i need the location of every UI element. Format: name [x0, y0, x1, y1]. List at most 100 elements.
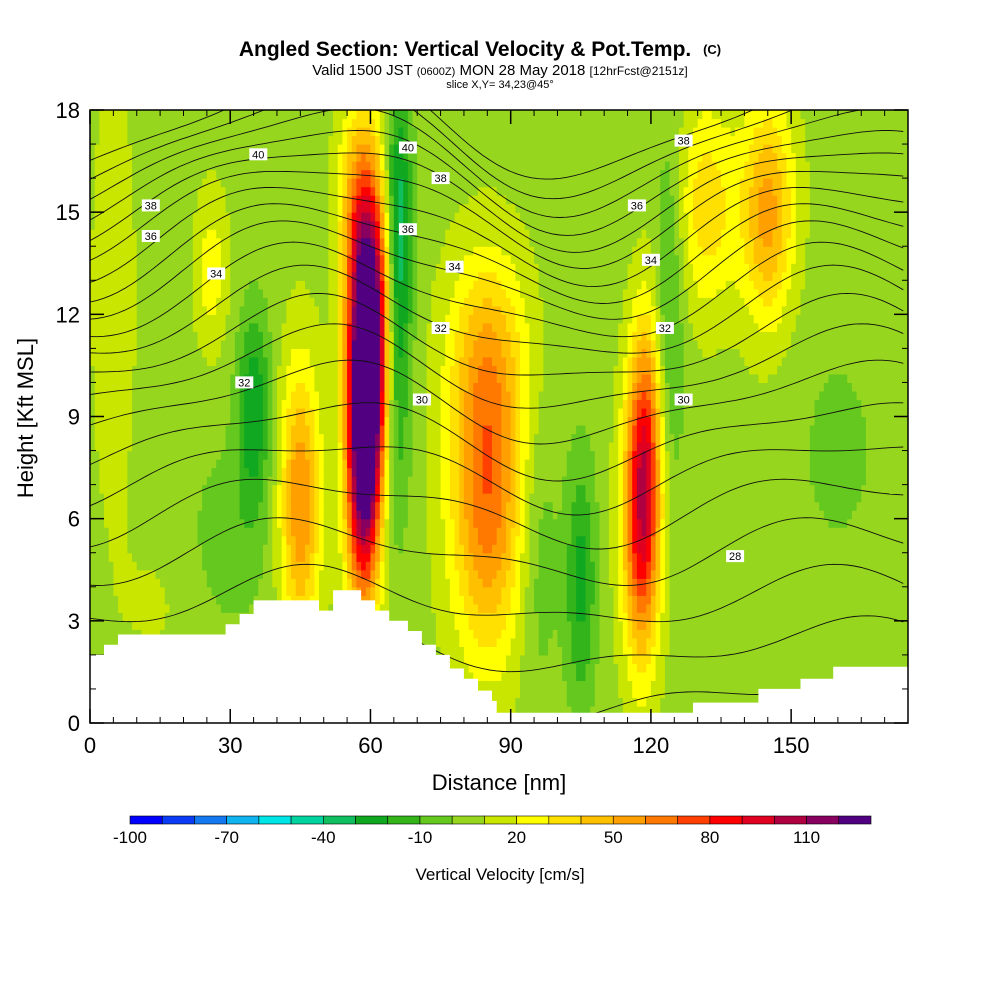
- velocity-cell: [122, 407, 128, 418]
- velocity-cell: [314, 161, 320, 171]
- velocity-cell: [216, 280, 222, 290]
- velocity-cell: [393, 373, 400, 384]
- velocity-cell: [342, 442, 348, 452]
- velocity-cell: [309, 331, 315, 341]
- velocity-cell: [127, 569, 133, 579]
- velocity-cell: [225, 484, 231, 494]
- velocity-cell: [398, 612, 404, 622]
- velocity-cell: [94, 169, 100, 179]
- velocity-cell: [272, 373, 278, 384]
- velocity-cell: [361, 459, 367, 469]
- velocity-cell: [174, 552, 180, 562]
- velocity-cell: [248, 586, 255, 596]
- velocity-cell: [276, 586, 283, 596]
- velocity-cell: [389, 271, 395, 281]
- velocity-cell: [136, 373, 143, 384]
- velocity-cell: [407, 288, 414, 298]
- velocity-cell: [108, 186, 114, 196]
- velocity-cell: [244, 271, 250, 281]
- velocity-cell: [337, 305, 344, 315]
- velocity-cell: [150, 510, 157, 520]
- velocity-cell: [197, 365, 203, 375]
- velocity-cell: [361, 186, 367, 196]
- velocity-cell: [253, 280, 259, 290]
- velocity-cell: [113, 620, 119, 630]
- velocity-cell: [267, 110, 273, 120]
- velocity-cell: [234, 467, 241, 477]
- velocity-cell: [356, 280, 362, 290]
- velocity-cell: [94, 527, 100, 537]
- velocity-cell: [361, 373, 367, 384]
- velocity-cell: [99, 476, 105, 486]
- velocity-cell: [234, 186, 241, 196]
- velocity-cell: [407, 135, 414, 145]
- velocity-cell: [333, 246, 339, 256]
- velocity-cell: [267, 450, 273, 460]
- velocity-cell: [183, 288, 189, 298]
- velocity-cell: [197, 314, 203, 324]
- velocity-cell: [113, 212, 119, 222]
- velocity-cell: [398, 212, 404, 222]
- velocity-cell: [99, 569, 105, 579]
- velocity-cell: [141, 161, 147, 171]
- velocity-cell: [393, 569, 400, 579]
- velocity-cell: [305, 501, 311, 511]
- velocity-cell: [351, 212, 358, 222]
- velocity-cell: [94, 339, 100, 349]
- velocity-cell: [309, 544, 315, 554]
- velocity-cell: [393, 399, 400, 409]
- velocity-cell: [206, 195, 213, 205]
- velocity-cell: [150, 220, 157, 230]
- velocity-cell: [328, 459, 334, 469]
- velocity-cell: [319, 169, 325, 179]
- velocity-cell: [314, 484, 320, 494]
- velocity-cell: [351, 161, 358, 171]
- velocity-cell: [192, 407, 199, 418]
- velocity-cell: [90, 620, 96, 630]
- velocity-cell: [197, 544, 203, 554]
- velocity-cell: [347, 569, 353, 579]
- velocity-cell: [328, 527, 334, 537]
- velocity-cell: [305, 195, 311, 205]
- velocity-cell: [225, 510, 231, 520]
- velocity-cell: [192, 152, 199, 162]
- velocity-cell: [188, 178, 194, 188]
- velocity-cell: [239, 425, 245, 435]
- velocity-cell: [290, 382, 297, 392]
- velocity-cell: [361, 152, 367, 162]
- velocity-cell: [267, 169, 273, 179]
- velocity-cell: [202, 552, 208, 562]
- velocity-cell: [225, 612, 231, 622]
- velocity-cell: [248, 322, 255, 332]
- velocity-cell: [146, 399, 152, 409]
- velocity-cell: [155, 271, 161, 281]
- velocity-cell: [192, 390, 199, 401]
- velocity-cell: [90, 442, 96, 452]
- velocity-cell: [132, 314, 138, 324]
- velocity-cell: [211, 144, 217, 154]
- velocity-cell: [160, 535, 166, 545]
- velocity-cell: [99, 442, 105, 452]
- velocity-cell: [272, 510, 278, 520]
- velocity-cell: [183, 484, 189, 494]
- velocity-cell: [361, 288, 367, 298]
- velocity-cell: [295, 390, 301, 401]
- velocity-cell: [99, 110, 105, 120]
- velocity-cell: [342, 382, 348, 392]
- velocity-cell: [361, 433, 367, 443]
- velocity-cell: [174, 271, 180, 281]
- velocity-cell: [300, 425, 306, 435]
- velocity-cell: [375, 356, 381, 367]
- velocity-cell: [309, 527, 315, 537]
- velocity-cell: [239, 144, 245, 154]
- velocity-cell: [384, 450, 390, 460]
- velocity-cell: [118, 629, 124, 639]
- velocity-cell: [239, 280, 245, 290]
- velocity-cell: [122, 348, 128, 358]
- velocity-cell: [281, 178, 287, 188]
- velocity-cell: [351, 484, 358, 494]
- velocity-cell: [197, 561, 203, 571]
- velocity-cell: [398, 365, 404, 375]
- velocity-cell: [272, 595, 278, 605]
- velocity-cell: [178, 510, 185, 520]
